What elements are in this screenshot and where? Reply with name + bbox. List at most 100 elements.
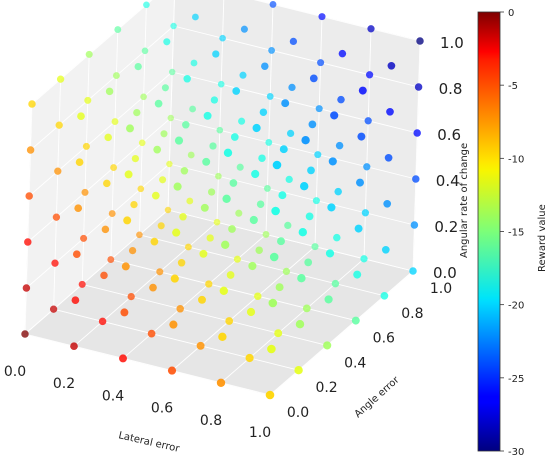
data-point	[111, 118, 119, 126]
data-point	[278, 191, 287, 200]
data-point	[21, 330, 29, 338]
data-point	[51, 259, 59, 267]
data-point	[138, 139, 146, 147]
grid-floor-y	[167, 209, 414, 272]
data-point	[123, 216, 132, 225]
data-point	[259, 108, 268, 116]
data-point	[238, 117, 246, 125]
colorbar-tick-label: -15	[508, 228, 524, 239]
data-point	[265, 390, 275, 400]
data-point	[170, 22, 177, 30]
data-point	[100, 271, 108, 280]
data-point	[380, 291, 389, 300]
data-point	[229, 179, 238, 187]
data-point	[284, 221, 292, 230]
grid-floor-y	[82, 283, 328, 346]
grid-back-x	[265, 4, 274, 235]
data-point	[246, 307, 256, 317]
data-point	[49, 305, 58, 313]
colorbar-label: Reward value	[537, 204, 548, 272]
grid-floor-y	[139, 234, 385, 297]
data-point	[212, 50, 220, 58]
data-point	[143, 1, 150, 9]
data-point	[295, 320, 305, 329]
data-point	[121, 262, 130, 271]
x-tick-label: 0.6	[151, 401, 173, 417]
data-point	[267, 344, 276, 354]
z-tick-label: 0.4	[436, 172, 460, 190]
data-point	[52, 213, 61, 221]
data-point	[365, 71, 374, 79]
data-point	[301, 136, 310, 145]
data-point	[252, 123, 261, 133]
data-point	[70, 342, 78, 351]
data-point	[198, 295, 206, 304]
data-point	[266, 92, 274, 100]
data-point	[107, 256, 115, 264]
x-tick-label: 0.2	[53, 376, 75, 392]
data-point	[328, 157, 337, 166]
data-point	[251, 169, 260, 179]
grid-left-y	[53, 79, 62, 310]
data-point	[416, 37, 424, 45]
x-tick-label: 0.0	[4, 364, 26, 380]
data-point	[275, 283, 284, 292]
data-point	[384, 153, 393, 162]
data-point	[279, 145, 288, 154]
data-point	[98, 317, 107, 326]
grid-back-x	[216, 0, 225, 223]
grid-floor-x	[269, 270, 414, 396]
data-point	[337, 95, 345, 104]
data-point	[249, 215, 258, 225]
data-point	[285, 175, 293, 184]
data-point	[127, 292, 135, 301]
data-point	[363, 163, 371, 171]
data-point	[119, 354, 127, 363]
data-point	[55, 121, 63, 129]
axes-panes	[24, 0, 421, 396]
data-point	[315, 105, 323, 113]
data-point	[206, 234, 214, 242]
data-point	[298, 228, 307, 237]
data-point	[22, 284, 31, 292]
grid-left-y	[167, 0, 175, 211]
grid-left-z	[26, 163, 170, 289]
grid-back-z	[253, 0, 421, 42]
data-point	[325, 249, 335, 258]
data-point	[202, 157, 211, 166]
data-point	[150, 237, 159, 246]
data-point	[191, 13, 199, 21]
data-point	[233, 255, 241, 263]
data-point	[120, 308, 129, 317]
data-point	[302, 304, 311, 313]
z-tick-label: 0.6	[437, 126, 461, 144]
data-point	[110, 164, 118, 172]
data-point	[196, 341, 205, 350]
data-point	[77, 112, 85, 121]
data-point	[134, 62, 142, 71]
grid-back-z	[173, 25, 419, 88]
z-axis-label: Angular rate of change	[459, 143, 470, 258]
data-point	[335, 141, 344, 150]
data-point	[317, 59, 325, 67]
data-point	[230, 133, 239, 141]
data-point	[215, 172, 222, 180]
data-point	[157, 222, 165, 230]
data-point	[133, 108, 141, 117]
data-point	[128, 246, 137, 255]
data-point	[153, 145, 162, 154]
data-point	[140, 93, 147, 101]
grid-floor-y	[53, 308, 299, 371]
colorbar-tick-label: -5	[508, 81, 518, 92]
data-point	[74, 204, 83, 213]
data-point	[357, 132, 366, 141]
grid-left-z	[31, 0, 153, 105]
data-point	[226, 271, 235, 279]
y-tick-label: 0.2	[315, 380, 337, 396]
z-tick-label: 0.0	[433, 264, 457, 282]
colorbar-ticks: 0 -5 -10 -15 -20 -25 -30	[500, 8, 524, 458]
data-point	[172, 228, 181, 237]
data-point	[176, 305, 184, 313]
data-point	[307, 166, 315, 175]
